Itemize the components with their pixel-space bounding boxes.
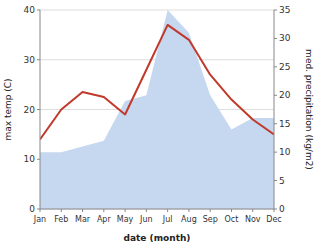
x-tick [210, 209, 211, 212]
y2-tick-label: 35 [279, 5, 290, 15]
y2-tick-label: 15 [279, 119, 290, 129]
x-tick [252, 209, 253, 212]
chart: 0 10 20 30 40 0 5 10 15 20 25 30 35 Jan Feb Mar Apr May Ju… [0, 0, 318, 247]
y2-tick [274, 95, 277, 96]
y-tick [37, 159, 40, 160]
x-tick-label: Jul [162, 215, 173, 224]
x-tick [103, 209, 104, 212]
x-tick-label: Nov [245, 215, 261, 224]
x-tick [61, 209, 62, 212]
y-tick [37, 109, 40, 110]
x-tick [188, 209, 189, 212]
x-tick [274, 209, 275, 212]
y-tick-label: 30 [24, 55, 36, 65]
x-tick [167, 209, 168, 212]
x-tick [146, 209, 147, 212]
precipitation-area [40, 10, 274, 209]
grid-line [40, 10, 274, 11]
y2-tick [274, 10, 277, 11]
y2-tick [274, 38, 277, 39]
plot-area [40, 10, 274, 209]
y2-tick [274, 66, 277, 67]
y-tick-label: 0 [29, 204, 35, 214]
x-tick [231, 209, 232, 212]
y2-tick-label: 20 [279, 90, 291, 100]
y-axis-label: max temp (C) [3, 78, 13, 140]
y-tick-label: 20 [24, 105, 36, 115]
y-tick-label: 10 [24, 154, 36, 164]
y2-tick-label: 5 [279, 176, 285, 186]
x-tick-label: Jun [139, 215, 153, 224]
y2-tick [274, 152, 277, 153]
x-tick-label: Dec [266, 215, 281, 224]
y-tick [37, 59, 40, 60]
y2-tick-label: 25 [279, 62, 290, 72]
y2-tick [274, 180, 277, 181]
y2-axis-line [274, 10, 275, 209]
x-tick-label: Jan [33, 215, 46, 224]
y2-axis-label: med. precipitation (kg/m2) [304, 49, 314, 170]
x-tick-label: Apr [97, 215, 112, 224]
y-tick [37, 10, 40, 11]
x-tick-label: Mar [75, 215, 91, 224]
temperature-line [40, 25, 274, 139]
x-axis-label: date (month) [124, 233, 191, 243]
x-tick-label: Feb [54, 215, 68, 224]
x-tick-label: Sep [203, 215, 218, 224]
y-tick-label: 40 [24, 5, 36, 15]
x-tick-label: Aug [181, 215, 197, 224]
x-tick-label: Oct [225, 215, 239, 224]
y2-tick [274, 123, 277, 124]
x-tick [40, 209, 41, 212]
x-tick-label: May [117, 215, 134, 224]
x-axis-line [40, 209, 274, 210]
y2-tick-label: 0 [279, 204, 285, 214]
grid-line [40, 209, 274, 210]
y2-tick-label: 30 [279, 33, 291, 43]
y2-tick-label: 10 [279, 147, 291, 157]
x-tick [82, 209, 83, 212]
x-tick [125, 209, 126, 212]
